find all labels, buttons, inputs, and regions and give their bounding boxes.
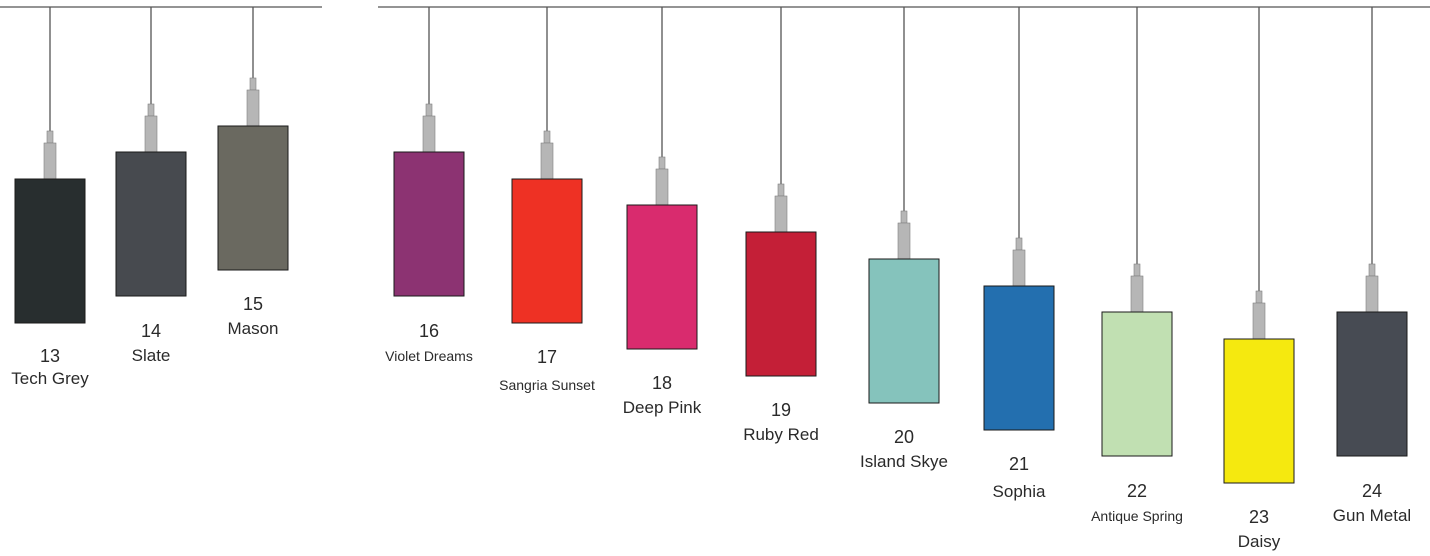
pendant-shade [1101, 311, 1173, 457]
pendant-fitting-top [900, 210, 908, 224]
pendant-shade [983, 285, 1055, 431]
swatch-number: 16 [419, 321, 439, 341]
pendant-16: 16 Violet Dreams [385, 7, 473, 364]
pendant-fitting-top [425, 103, 433, 117]
swatch-number: 24 [1362, 481, 1382, 501]
pendant-fitting-canopy [422, 115, 436, 153]
pendant-18: 18 Deep Pink [623, 7, 702, 417]
pendant-shade [1336, 311, 1408, 457]
swatch-name: Violet Dreams [385, 348, 473, 364]
pendant-fitting-canopy [43, 142, 57, 180]
pendant-24: 24 Gun Metal [1333, 7, 1411, 525]
pendant-shade [217, 125, 289, 271]
pendant-fitting-canopy [1130, 275, 1144, 313]
pendant-fitting-top [147, 103, 155, 117]
swatch-number: 23 [1249, 507, 1269, 527]
swatch-name: Daisy [1238, 532, 1281, 551]
pendant-23: 23 Daisy [1223, 7, 1295, 551]
pendant-fitting-top [249, 77, 257, 91]
swatch-number: 18 [652, 373, 672, 393]
swatch-number: 19 [771, 400, 791, 420]
swatch-name: Tech Grey [11, 369, 89, 388]
pendant-shade [745, 231, 817, 377]
pendant-13: 13 Tech Grey [11, 7, 89, 388]
pendant-fitting-canopy [144, 115, 158, 153]
pendant-fitting-top [1133, 263, 1141, 277]
swatch-name: Island Skye [860, 452, 948, 471]
swatch-number: 22 [1127, 481, 1147, 501]
pendant-fitting-top [1015, 237, 1023, 251]
pendant-fitting-canopy [1252, 302, 1266, 340]
pendant-shade [511, 178, 583, 324]
swatch-name: Ruby Red [743, 425, 819, 444]
swatch-number: 15 [243, 294, 263, 314]
swatch-number: 20 [894, 427, 914, 447]
pendant-fitting-top [1255, 290, 1263, 304]
pendant-fitting-top [543, 130, 551, 144]
pendant-shade [868, 258, 940, 404]
pendant-fitting-canopy [540, 142, 554, 180]
pendant-fitting-top [1368, 263, 1376, 277]
pendant-fitting-canopy [897, 222, 911, 260]
pendant-fitting-top [46, 130, 54, 144]
swatch-number: 17 [537, 347, 557, 367]
pendant-shade [393, 151, 465, 297]
pendant-fitting-canopy [1365, 275, 1379, 313]
swatch-name: Slate [132, 346, 171, 365]
pendant-fitting-top [658, 156, 666, 170]
swatch-number: 21 [1009, 454, 1029, 474]
pendant-fitting-canopy [655, 168, 669, 206]
swatch-name: Sophia [993, 482, 1046, 501]
swatch-number: 14 [141, 321, 161, 341]
pendant-shade [1223, 338, 1295, 484]
swatch-number: 13 [40, 346, 60, 366]
pendant-21: 21 Sophia [983, 7, 1055, 501]
pendant-15: 15 Mason [217, 7, 289, 338]
pendant-22: 22 Antique Spring [1091, 7, 1183, 524]
pendant-19: 19 Ruby Red [743, 7, 819, 444]
pendant-shade [115, 151, 187, 297]
swatch-name: Mason [227, 319, 278, 338]
pendant-20: 20 Island Skye [860, 7, 948, 471]
swatch-name: Gun Metal [1333, 506, 1411, 525]
pendant-fitting-canopy [246, 89, 260, 127]
pendant-shade [14, 178, 86, 324]
pendant-fitting-top [777, 183, 785, 197]
pendant-fitting-canopy [1012, 249, 1026, 287]
swatch-name: Antique Spring [1091, 508, 1183, 524]
pendant-fitting-canopy [774, 195, 788, 233]
swatch-name: Deep Pink [623, 398, 702, 417]
pendant-17: 17 Sangria Sunset [499, 7, 595, 393]
pendant-14: 14 Slate [115, 7, 187, 365]
pendant-shade [626, 204, 698, 350]
swatch-name: Sangria Sunset [499, 377, 595, 393]
